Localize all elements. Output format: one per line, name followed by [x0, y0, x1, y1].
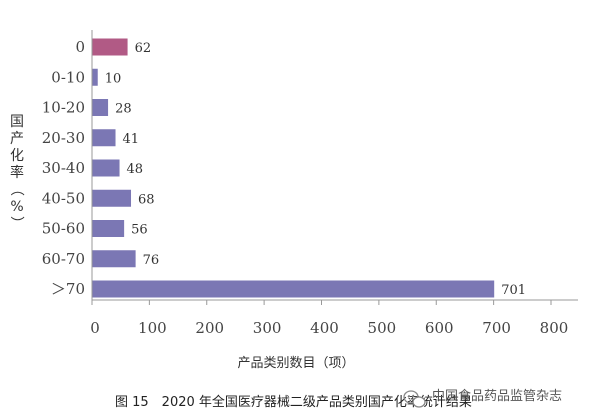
value-label: 41 — [123, 132, 140, 147]
y-axis-title-char: 国 — [10, 114, 24, 130]
x-tick-label: 700 — [482, 319, 511, 337]
x-tick-label: 400 — [310, 319, 339, 337]
bar-5 — [92, 189, 132, 207]
value-label: 68 — [138, 192, 155, 207]
value-label: 76 — [143, 253, 160, 268]
category-label: 60-70 — [42, 250, 85, 268]
bar-0 — [92, 38, 128, 56]
bar-4 — [92, 159, 120, 177]
category-label: 40-50 — [42, 189, 85, 207]
bars-group — [92, 38, 495, 298]
bar-7 — [92, 250, 136, 268]
y-axis-title-char: （ — [8, 182, 24, 196]
x-tick-label: 100 — [138, 319, 167, 337]
bar-8 — [92, 280, 495, 298]
watermark-text: 中国食品药品监管杂志 — [432, 388, 562, 404]
wechat-watermark: 中国食品药品监管杂志 — [403, 388, 562, 408]
bar-3 — [92, 129, 116, 147]
y-axis-title: 国产化率（%） — [8, 114, 24, 230]
x-tick-label: 600 — [425, 319, 454, 337]
value-labels: 62 10 28 41 48 68 56 76 701 — [105, 41, 526, 298]
x-ticks: 0 100 200 300 400 500 600 700 800 — [90, 300, 568, 337]
category-label: 10-20 — [42, 99, 85, 117]
bar-1 — [92, 68, 98, 86]
y-axis-title-char: ） — [8, 216, 24, 230]
x-tick-label: 0 — [90, 319, 100, 337]
category-label: 50-60 — [42, 220, 85, 238]
category-labels: 0 0-10 10-20 20-30 30-40 40-50 50-60 60-70 ＞70 — [42, 38, 85, 298]
bar-2 — [92, 99, 109, 116]
category-label: ＞70 — [51, 280, 85, 298]
y-axis-title-char: % — [10, 199, 23, 215]
value-label: 28 — [115, 102, 132, 117]
category-label: 30-40 — [42, 159, 85, 177]
bar-6 — [92, 220, 125, 237]
value-label: 56 — [131, 223, 148, 238]
value-label: 48 — [127, 162, 144, 177]
value-label: 62 — [135, 41, 152, 56]
y-axis-title-char: 率 — [10, 164, 24, 181]
category-label: 20-30 — [42, 129, 85, 147]
category-label: 0 — [75, 38, 85, 56]
x-tick-label: 800 — [540, 319, 569, 337]
figure-caption: 图 15 2020 年全国医疗器械二级产品类别国产化率统计结果 — [115, 394, 472, 410]
value-label: 701 — [501, 283, 526, 298]
y-axis-title-char: 化 — [10, 148, 24, 164]
value-label: 10 — [105, 71, 122, 86]
wechat-icon — [403, 390, 426, 408]
x-axis-title: 产品类别数目（项） — [237, 356, 354, 371]
y-axis-title-char: 产 — [10, 131, 24, 147]
x-tick-label: 300 — [253, 319, 282, 337]
category-label: 0-10 — [51, 68, 85, 86]
x-tick-label: 500 — [368, 319, 397, 337]
x-tick-label: 200 — [195, 319, 224, 337]
